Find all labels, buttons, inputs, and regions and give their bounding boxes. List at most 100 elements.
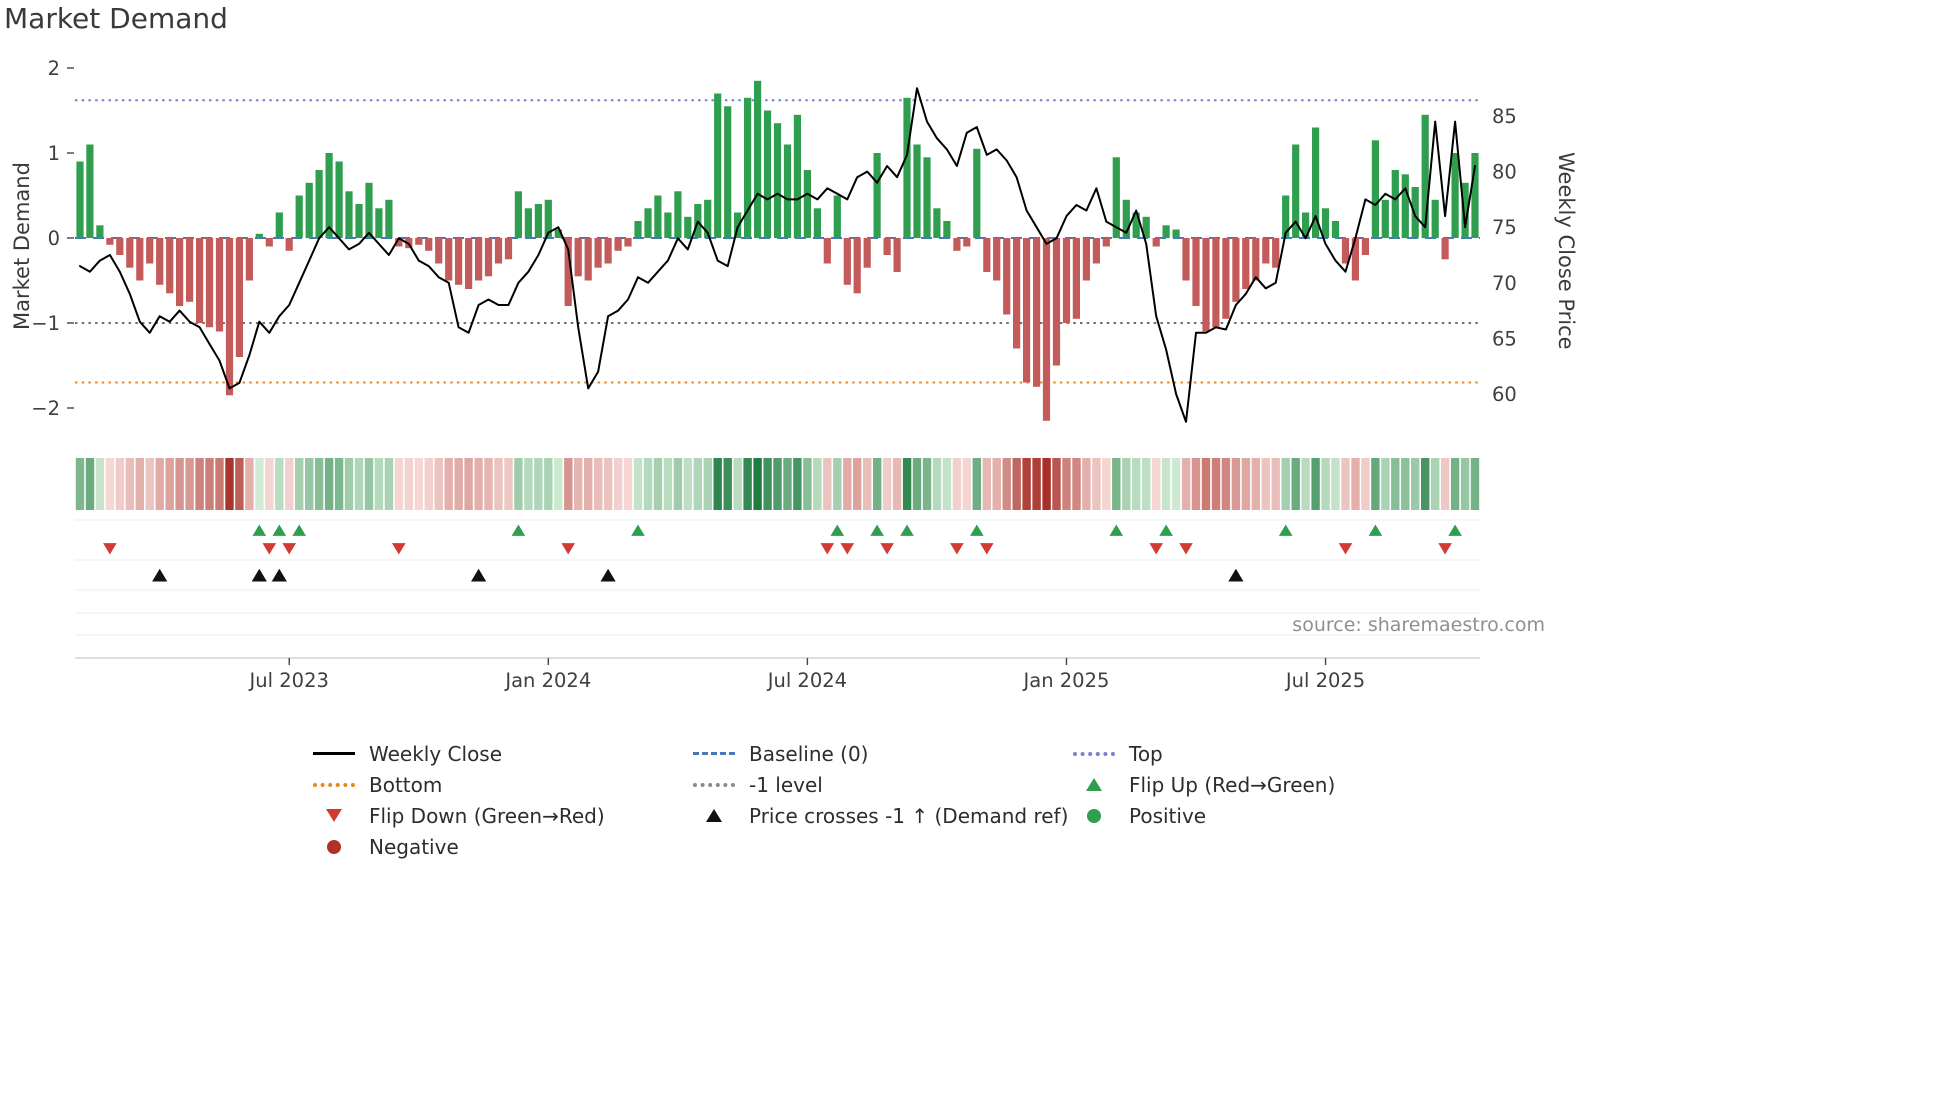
dotted-line-icon [693,782,735,787]
price-cross-marker [600,568,616,582]
heatmap-cell [853,458,862,510]
heatmap-cell [1391,458,1400,510]
right-tick-label: 60 [1492,383,1517,406]
heatmap-cell [85,458,95,510]
heatmap-cell [1281,458,1290,510]
heatmap-cell [574,458,583,510]
heatmap-cell [105,458,115,510]
price-cross-marker [271,568,287,582]
flip-up-marker [1109,524,1124,536]
heatmap-cell [145,458,154,510]
heatmap-cell [972,458,981,510]
demand-bar [1331,221,1340,238]
heatmap-cell [1251,458,1260,510]
price-cross-marker [1228,568,1244,582]
demand-bar [1461,182,1469,239]
legend-label: Bottom [369,772,443,797]
demand-bar [1341,238,1350,264]
heatmap-cell [703,458,712,510]
heatmap-cell [255,458,264,510]
demand-bar [973,148,981,239]
circle-icon [313,839,355,854]
demand-bar [724,106,732,239]
heatmap-cell [1421,458,1430,510]
heatmap-cell [414,458,423,510]
heatmap-cell [773,458,782,510]
demand-bar [1202,238,1210,332]
heatmap-cell [952,458,962,510]
demand-bar [913,144,921,238]
flip-up-marker [272,524,287,536]
flip-down-marker [1149,543,1163,555]
demand-bar [146,238,154,264]
heatmap-cell [673,458,683,510]
legend-column-1: Weekly Close Bottom Flip Down (Green→Red) N… [313,738,605,862]
heatmap-cell [364,458,374,510]
heatmap-cell [1291,458,1300,510]
demand-bar [186,238,194,302]
heatmap-cell [1092,458,1101,510]
heatmap-cell [324,458,334,510]
heatmap-cell [992,458,1001,510]
demand-bar [425,238,433,251]
heatmap-cell [215,458,224,510]
heatmap-cell [404,458,413,510]
heatmap-cell [1102,458,1111,510]
heatmap-cell [922,458,932,510]
legend-label: -1 level [749,772,823,797]
heatmap-cell [1171,458,1181,510]
demand-bar [674,191,682,239]
heatmap-cell [643,458,653,510]
heatmap-cell [1201,458,1211,510]
demand-bar [1052,238,1061,366]
demand-bar [933,208,941,238]
demand-bar [813,208,821,238]
heatmap-cell [374,458,384,510]
demand-bar [604,238,612,264]
heatmap-cell [713,458,722,510]
demand-bar [76,161,84,238]
demand-bar [1312,127,1320,238]
heatmap-cell [1361,458,1370,510]
legend-item-negative: Negative [313,831,605,862]
heatmap-cell [285,458,294,510]
price-cross-marker [152,568,168,582]
heatmap-cell [1411,458,1420,510]
demand-bar [275,212,283,238]
demand-bar [235,238,243,357]
legend-item-positive: Positive [1073,800,1335,831]
demand-bar [106,238,114,245]
demand-bar [1471,153,1479,238]
heatmap-cell [873,458,882,510]
demand-bar [395,238,403,247]
heatmap-cell [1381,458,1390,510]
demand-bar [494,238,503,264]
price-cross-marker [251,568,267,582]
heatmap-cell [1231,458,1241,510]
demand-bar [534,204,542,238]
demand-bar [744,97,752,239]
demand-bar [1292,144,1300,238]
demand-bar [554,229,562,238]
heatmap-cell [892,458,902,510]
flip-down-marker [1338,543,1353,555]
demand-bar [823,238,831,264]
demand-bar [833,195,841,238]
heatmap-cell [1152,458,1161,510]
demand-bar [1212,238,1220,328]
demand-bar [734,212,742,238]
left-tick-label: 1 [48,142,60,165]
demand-bar [96,225,104,239]
heatmap-cell [1161,458,1171,510]
heatmap-cell [305,458,314,510]
heatmap-cell [663,458,673,510]
demand-bar [514,191,522,239]
dotted-line-icon [313,782,355,787]
demand-bar [1262,238,1270,264]
demand-bar [1182,238,1190,281]
flip-up-marker [631,524,645,536]
heatmap-cell [354,458,364,510]
heatmap-cell [902,458,912,510]
heatmap-cell [763,458,772,510]
